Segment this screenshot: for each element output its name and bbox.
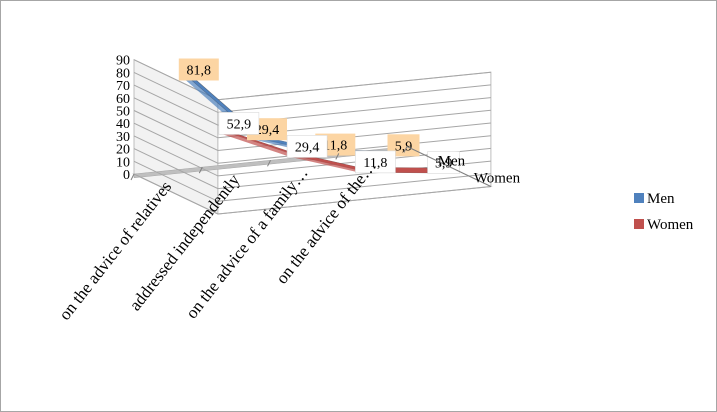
depth-axis-label: Women <box>474 171 521 187</box>
data-label-box <box>286 135 328 158</box>
data-label: 52,9 <box>227 117 252 132</box>
y-tick-label: 90 <box>116 54 130 69</box>
gridline <box>133 71 491 113</box>
y-tick-label: 70 <box>116 79 130 94</box>
y-tick-label: 30 <box>116 130 130 145</box>
data-label: 5,9 <box>395 139 413 154</box>
data-label-box <box>355 150 396 174</box>
x-tick <box>198 166 203 174</box>
gridlines <box>133 59 491 215</box>
y-tick-label: 20 <box>116 143 130 158</box>
legend-label: Men <box>647 191 675 207</box>
gridline <box>133 135 491 177</box>
data-label: 29,4 <box>295 140 320 155</box>
y-tick-label: 40 <box>116 117 130 132</box>
legend-swatch <box>634 193 644 203</box>
gridline <box>133 84 491 126</box>
data-label: 11,8 <box>363 156 387 171</box>
y-tick-label: 50 <box>116 105 130 120</box>
depth-axis: Women Men <box>406 146 521 187</box>
y-tick-label: 60 <box>116 92 130 107</box>
x-tick-label: on the advice of relatives <box>55 177 175 323</box>
gridline <box>133 110 491 152</box>
legend: Men Women <box>634 191 694 233</box>
data-label: 11,8 <box>323 139 347 154</box>
legend-label: Women <box>647 217 694 233</box>
y-tick-label: 80 <box>116 66 130 81</box>
ribbon-edge <box>221 128 290 157</box>
gridline <box>133 173 491 215</box>
data-label: 81,8 <box>187 64 212 79</box>
data-label-box <box>178 58 219 81</box>
x-tick <box>403 146 408 153</box>
depth-axis-label: Men <box>438 153 466 169</box>
data-label-box <box>218 112 260 135</box>
x-tick <box>267 160 271 167</box>
gridline <box>133 97 491 139</box>
y-tick-label: 10 <box>116 155 130 170</box>
side-wall <box>133 58 219 215</box>
legend-swatch <box>634 219 644 229</box>
x-tick <box>335 153 340 160</box>
gridline <box>133 160 491 202</box>
x-tick <box>130 173 135 181</box>
data-label: 29,4 <box>255 123 280 138</box>
y-tick-label: 0 <box>123 168 130 183</box>
depth-axis-line <box>406 146 492 187</box>
